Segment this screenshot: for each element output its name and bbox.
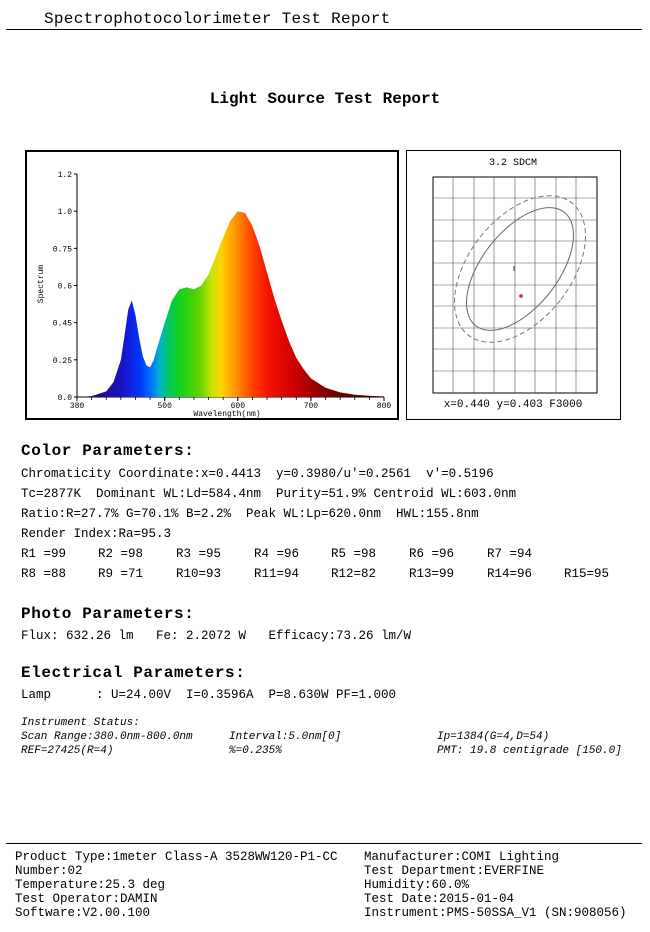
color-temp-line: Tc=2877K Dominant WL:Ld=584.4nm Purity=5… (21, 487, 517, 501)
render-index-value: R11=94 (254, 567, 300, 581)
ratio-line: Ratio:R=27.7% G=70.1% B=2.2% Peak WL:Lp=… (21, 507, 479, 521)
temperature: Temperature:25.3 deg (15, 878, 166, 892)
x-axis-label: Wavelength(nm) (193, 410, 260, 418)
measured-point (519, 294, 523, 298)
x-tick-label: 600 (231, 402, 246, 411)
test-date: Test Date:2015-01-04 (364, 892, 515, 906)
x-tick-label: 500 (158, 402, 173, 411)
lamp-line: Lamp : U=24.00V I=0.3596A P=8.630W PF=1.… (21, 688, 397, 702)
render-index-value: R15=95 (564, 567, 610, 581)
render-index-value: R10=93 (176, 567, 222, 581)
sdcm-outer-ellipse (454, 195, 586, 343)
photo-parameters-heading: Photo Parameters: (21, 605, 195, 623)
electrical-parameters-heading: Electrical Parameters: (21, 664, 246, 682)
y-axis-label: Spectrum (37, 265, 46, 304)
y-tick-label: 1.2 (58, 171, 73, 180)
x-tick-label: 700 (304, 402, 319, 411)
flux-line: Flux: 632.26 lm Fe: 2.2072 W Efficacy:73… (21, 629, 412, 643)
sdcm-grid (433, 177, 597, 393)
header-divider (6, 29, 642, 30)
chromaticity-line: Chromaticity Coordinate:x=0.4413 y=0.398… (21, 467, 494, 481)
y-tick-label: 0.6 (58, 283, 73, 292)
y-tick-label: 0.25 (53, 357, 72, 366)
x-tick-label: 380 (70, 402, 85, 411)
ref-value: REF=27425(R=4) (21, 745, 114, 757)
scan-range: Scan Range:380.0nm-800.0nm (21, 731, 193, 743)
sdcm-chart-panel: 3.2 SDCM x=0.440 y=0.403 F3000 (406, 150, 621, 420)
y-tick-label: 0.45 (53, 320, 72, 329)
render-index-value: R7 =94 (487, 547, 533, 561)
color-parameters-heading: Color Parameters: (21, 442, 195, 460)
render-index-value: R4 =96 (254, 547, 300, 561)
ip-value: Ip=1384(G=4,D=54) (437, 731, 550, 743)
x-tick-label: 800 (377, 402, 392, 411)
sdcm-inner-ellipse (466, 207, 574, 331)
product-type: Product Type:1meter Class-A 3528WW120-P1… (15, 850, 338, 864)
sdcm-readout: x=0.440 y=0.403 F3000 (444, 399, 583, 411)
instrument: Instrument:PMS-50SSA_V1 (SN:908056) (364, 906, 627, 920)
render-index-value: R8 =88 (21, 567, 67, 581)
y-tick-label: 1.0 (58, 208, 73, 217)
interval: Interval:5.0nm[0] (229, 731, 342, 743)
render-index-value: R3 =95 (176, 547, 222, 561)
pmt-value: PMT: 19.8 centigrade [150.0] (437, 745, 622, 757)
render-index-value: R1 =99 (21, 547, 67, 561)
render-index-value: R12=82 (331, 567, 377, 581)
test-operator: Test Operator:DAMIN (15, 892, 158, 906)
test-department: Test Department:EVERFINE (364, 864, 545, 878)
footer-divider (6, 843, 642, 844)
y-tick-label: 0.0 (58, 394, 73, 403)
report-title: Light Source Test Report (209, 90, 441, 108)
spectrum-chart-panel: 0.0 0.25 0.45 0.6 0.75 1.0 1.2 380 500 600 700 800 … (25, 150, 399, 420)
sdcm-title: 3.2 SDCM (489, 158, 537, 169)
render-index-value: R13=99 (409, 567, 455, 581)
percent-value: %=0.235% (229, 745, 282, 757)
render-index-line: Render Index:Ra=95.3 (21, 527, 172, 541)
sdcm-chart: 3.2 SDCM x=0.440 y=0.403 F3000 (432, 158, 598, 411)
render-index-value: R9 =71 (98, 567, 144, 581)
number: Number:02 (15, 864, 83, 878)
render-index-value: R5 =98 (331, 547, 377, 561)
manufacturer: Manufacturer:COMI Lighting (364, 850, 560, 864)
header-title: Spectrophotocolorimeter Test Report (44, 10, 391, 28)
render-index-value: R14=96 (487, 567, 533, 581)
software: Software:V2.00.100 (15, 906, 151, 920)
humidity: Humidity:60.0% (364, 878, 470, 892)
render-index-value: R2 =98 (98, 547, 144, 561)
render-index-value: R6 =96 (409, 547, 455, 561)
y-tick-label: 0.75 (53, 245, 72, 254)
spectrum-area (77, 211, 384, 397)
instrument-status-label: Instrument Status: (21, 717, 140, 729)
